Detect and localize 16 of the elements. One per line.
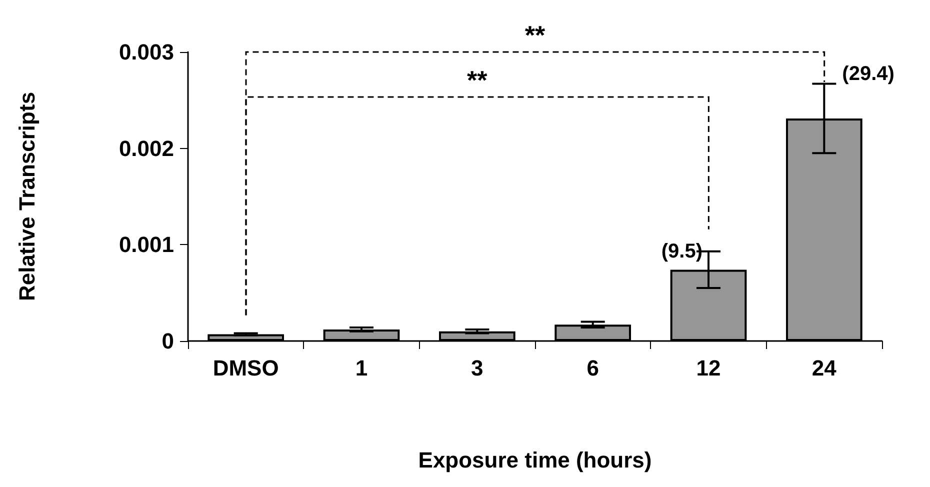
x-tick-label: 24 — [812, 356, 838, 380]
x-tick-label: 3 — [471, 356, 484, 380]
y-tick-label: 0.002 — [118, 136, 174, 161]
y-tick-label: 0.001 — [118, 232, 174, 258]
y-tick-label: 0 — [162, 328, 174, 354]
x-axis-title: Exposure time (hours) — [418, 448, 652, 472]
y-tick-label: 0.003 — [118, 40, 174, 64]
annotation: (29.4) — [842, 62, 894, 85]
annotation: ** — [467, 65, 488, 95]
annotation: (9.5) — [661, 240, 702, 262]
text: ** — [524, 20, 546, 50]
x-tick-label: 6 — [586, 356, 599, 380]
x-tick-label: 1 — [355, 356, 368, 380]
x-tick-label: 12 — [696, 356, 721, 380]
y-axis-title: Relative Transcripts — [14, 92, 40, 302]
x-tick-label: DMSO — [212, 356, 279, 380]
